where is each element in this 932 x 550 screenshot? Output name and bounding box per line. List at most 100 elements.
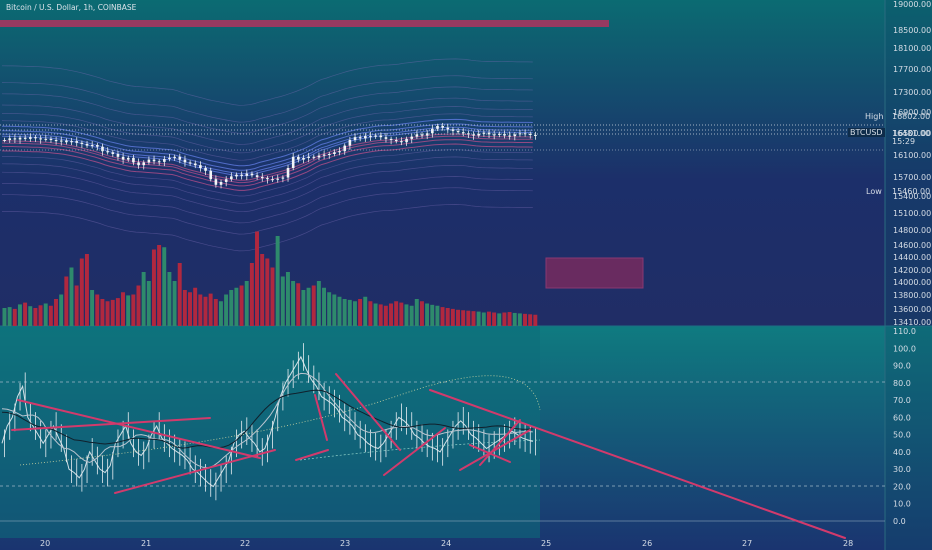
volume-bar <box>95 294 100 326</box>
volume-bar <box>115 298 120 326</box>
candle-body <box>224 179 228 182</box>
volume-bar <box>151 249 156 326</box>
candle-body <box>8 138 12 140</box>
volume-bar <box>306 287 311 326</box>
volume-bar <box>121 292 125 326</box>
candle-body <box>389 138 393 140</box>
candle-body <box>204 168 207 171</box>
envelope-band <box>1 118 533 167</box>
oscillator-tick: 10.0 <box>893 500 911 509</box>
candle-body <box>400 141 403 143</box>
volume-bar <box>337 296 342 326</box>
symbol-tag-bg <box>848 128 885 137</box>
price-tick: 18500.00 <box>893 26 931 35</box>
candle-body <box>152 159 156 162</box>
volume-bar <box>12 308 17 326</box>
candle-body <box>446 127 450 130</box>
chart-title: Bitcoin / U.S. Dollar, 1h, COINBASE <box>6 3 137 12</box>
candle-body <box>281 177 285 179</box>
price-tick: 14000.00 <box>893 278 931 287</box>
candle-body <box>436 126 439 129</box>
candle-body <box>147 159 151 163</box>
volume-bar <box>450 308 455 326</box>
price-tick: 13800.00 <box>893 291 931 300</box>
volume-bar <box>280 276 285 326</box>
countdown: 15:29 <box>892 137 915 146</box>
oscillator-history-shade <box>0 326 540 538</box>
volume-bar <box>126 295 131 326</box>
candle-body <box>307 156 310 158</box>
envelope-band <box>1 86 533 134</box>
volume-bar <box>363 296 368 326</box>
candle-body <box>348 140 352 146</box>
price-tick: 15400.00 <box>893 192 931 201</box>
candle-body <box>44 138 48 140</box>
volume-bar <box>90 290 95 326</box>
candle-body <box>101 146 104 152</box>
candle-body <box>193 163 197 166</box>
candle-body <box>410 136 414 139</box>
candle-body <box>343 145 347 152</box>
high-value: 16802.00 <box>892 112 930 121</box>
oscillator-lines <box>1 343 541 501</box>
candle-body <box>111 152 115 154</box>
volume-bar <box>23 302 28 326</box>
volume-bar <box>59 294 64 326</box>
candle-body <box>126 157 130 160</box>
oscillator-line <box>1 355 533 488</box>
oscillator-tick: 100.0 <box>893 344 916 353</box>
volume-bar <box>425 303 430 326</box>
volume-bar <box>203 296 208 326</box>
candle-body <box>137 162 140 166</box>
volume-bar <box>255 231 259 326</box>
price-candles <box>3 122 537 189</box>
envelope-band <box>1 58 533 106</box>
candle-body <box>245 173 249 176</box>
candle-body <box>482 132 486 134</box>
volume-bar <box>38 305 43 326</box>
volume-bar <box>157 245 162 326</box>
candle-body <box>286 168 290 178</box>
price-tick: 19000.00 <box>893 0 931 9</box>
volume-bar <box>260 254 265 326</box>
volume-bar <box>100 299 105 326</box>
candle-body <box>472 134 475 136</box>
volume-bar <box>332 294 337 326</box>
price-tick: 18100.00 <box>893 44 931 53</box>
volume-bar <box>275 236 280 326</box>
volume-bar <box>456 309 460 326</box>
candle-body <box>338 151 341 153</box>
oscillator-tick: 50.0 <box>893 431 911 440</box>
volume-bar <box>162 247 167 326</box>
symbol-tag: BTCUSD <box>850 128 883 137</box>
oscillator-slow <box>1 389 533 449</box>
candle-body <box>420 134 424 136</box>
time-tick: 20 <box>40 539 50 548</box>
time-axis: 20 21 22 23 24 25 26 27 28 <box>40 539 853 548</box>
envelope-band <box>1 97 533 145</box>
oscillator-tick: 60.0 <box>893 413 911 422</box>
candle-body <box>431 128 434 134</box>
candle-body <box>425 133 429 136</box>
price-axis: 19000.00 18500.00 18100.00 17700.00 17300.00… <box>893 0 931 327</box>
volume-bar <box>48 305 53 326</box>
volume-bar <box>141 272 146 326</box>
candle-body <box>3 140 6 141</box>
volume-bar <box>389 303 393 326</box>
volume-bar <box>296 283 301 326</box>
candle-body <box>312 156 316 158</box>
envelope-band <box>1 156 533 204</box>
envelope-band <box>1 75 533 123</box>
candle-body <box>503 133 506 136</box>
volume-bar <box>234 287 239 326</box>
candle-body <box>333 152 336 154</box>
candle-body <box>498 133 501 135</box>
price-tick: 16100.00 <box>893 151 931 160</box>
candle-body <box>394 140 398 142</box>
volume-bar <box>430 304 435 326</box>
time-tick: 23 <box>340 539 350 548</box>
trend-annotations <box>11 373 846 539</box>
volume-bar <box>466 310 471 326</box>
volume-bar <box>399 302 404 326</box>
volume-bar <box>409 305 414 326</box>
